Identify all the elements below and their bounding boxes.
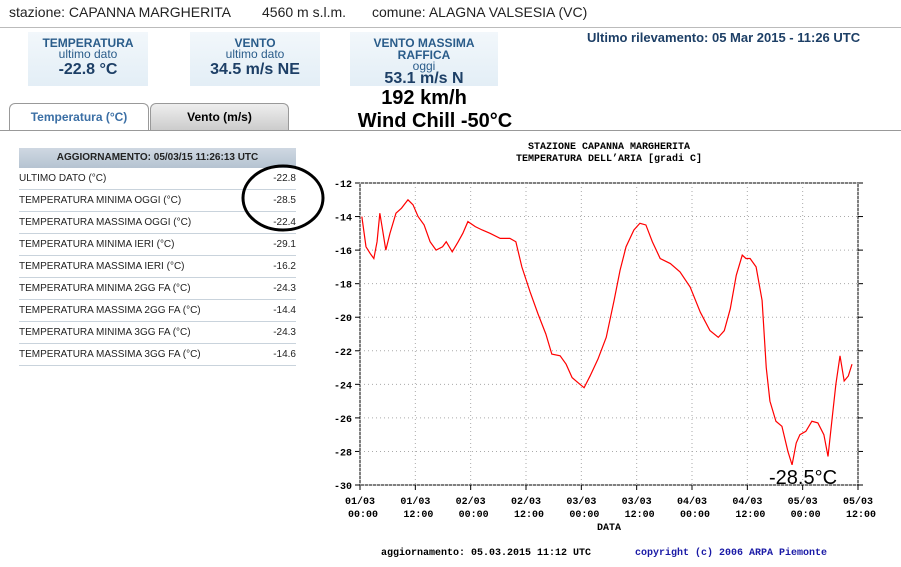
row-value: -14.6 [273, 349, 296, 360]
row-label: TEMPERATURA MASSIMA 2GG FA (°C) [19, 305, 201, 316]
card-title: TEMPERATURA [42, 36, 134, 50]
annotation: -28.5°C [768, 467, 838, 489]
municipality: comune: ALAGNA VALSESIA (VC) [372, 4, 588, 20]
chart: STAZIONE CAPANNA MARGHERITA TEMPERATURA … [334, 142, 876, 559]
y-tick-label: -18 [334, 281, 352, 292]
x-tick-label: 03/03 12:00 [619, 496, 655, 521]
row-label: TEMPERATURA MINIMA 3GG FA (°C) [19, 327, 191, 338]
table-row: TEMPERATURA MINIMA 2GG FA (°C) -24.3 [19, 278, 296, 300]
separator [0, 27, 901, 28]
chart-subtitle: TEMPERATURA DELL’ARIA [gradi C] [516, 153, 702, 165]
row-value: -24.3 [273, 283, 296, 294]
table-row: TEMPERATURA MINIMA 3GG FA (°C) -24.3 [19, 322, 296, 344]
x-tick-label: 01/03 00:00 [342, 496, 378, 521]
x-tick-label: 01/03 12:00 [397, 496, 433, 521]
row-label: TEMPERATURA MINIMA IERI (°C) [19, 239, 175, 250]
plot-area [359, 182, 859, 486]
row-value: -22.4 [273, 217, 296, 228]
y-tick-label: -16 [334, 247, 352, 258]
y-tick-label: -14 [334, 214, 352, 225]
card-title: VENTO MASSIMA RAFFICA [373, 36, 475, 62]
row-value: -22.8 [273, 173, 296, 184]
row-value: -14.4 [273, 305, 296, 316]
row-label: TEMPERATURA MASSIMA 3GG FA (°C) [19, 349, 201, 360]
card-value: -22.8 °C [58, 61, 118, 78]
y-tick-label: -28 [334, 448, 352, 459]
card-value: 34.5 m/s NE [210, 61, 300, 78]
x-tick-label: 03/03 00:00 [563, 496, 599, 521]
x-axis-label: DATA [597, 523, 621, 534]
highlight-circle [241, 164, 325, 232]
x-tick-label: 02/03 00:00 [453, 496, 489, 521]
tab[interactable]: Vento (m/s) [150, 103, 289, 130]
y-tick-label: -26 [334, 415, 352, 426]
x-tick-label: 05/03 12:00 [840, 496, 876, 521]
x-tick-label: 04/03 00:00 [674, 496, 710, 521]
altitude: 4560 m s.l.m. [262, 4, 347, 20]
annotation: 192 km/h [381, 87, 467, 109]
table-row: ULTIMO DATO (°C) -22.8 [19, 168, 296, 190]
x-tick-label: 04/03 12:00 [729, 496, 765, 521]
card-subtitle: oggi [412, 59, 436, 73]
y-tick-label: -20 [334, 314, 352, 325]
tab-active[interactable]: Temperatura (°C) [9, 103, 149, 130]
x-tick-label: 02/03 12:00 [508, 496, 544, 521]
row-value: -24.3 [273, 327, 296, 338]
table-row: TEMPERATURA MINIMA OGGI (°C) -28.5 [19, 190, 296, 212]
table-row: TEMPERATURA MINIMA IERI (°C) -29.1 [19, 234, 296, 256]
table-row: TEMPERATURA MASSIMA OGGI (°C) -22.4 [19, 212, 296, 234]
row-label: TEMPERATURA MINIMA 2GG FA (°C) [19, 283, 191, 294]
y-tick-label: -30 [334, 482, 352, 493]
card-subtitle: ultimo dato [58, 47, 118, 61]
row-value: -28.5 [273, 195, 296, 206]
annotation: Wind Chill -50°C [357, 110, 513, 132]
series-line [361, 198, 853, 466]
row-label: TEMPERATURA MASSIMA OGGI (°C) [19, 217, 192, 228]
table-row: TEMPERATURA MASSIMA IERI (°C) -16.2 [19, 256, 296, 278]
table-row: TEMPERATURA MASSIMA 2GG FA (°C) -14.4 [19, 300, 296, 322]
y-tick-label: -24 [334, 381, 352, 392]
x-tick-label: 05/03 00:00 [785, 496, 821, 521]
row-label: ULTIMO DATO (°C) [19, 173, 107, 184]
copyright: copyright (c) 2006 ARPA Piemonte [635, 547, 827, 559]
card-value: 53.1 m/s N [384, 70, 464, 87]
row-label: TEMPERATURA MASSIMA IERI (°C) [19, 261, 185, 272]
card: VENTO ultimo dato 34.5 m/s NE [190, 32, 320, 86]
card-subtitle: ultimo dato [225, 47, 285, 61]
card: VENTO MASSIMA RAFFICA oggi 53.1 m/s N [350, 32, 498, 87]
y-tick-label: -22 [334, 348, 352, 359]
last-reading: Ultimo rilevamento: 05 Mar 2015 - 11:26 … [587, 30, 861, 45]
card-title: VENTO [234, 36, 276, 50]
tab-line [0, 130, 901, 131]
row-label: TEMPERATURA MINIMA OGGI (°C) [19, 195, 182, 206]
chart-title: STAZIONE CAPANNA MARGHERITA [528, 142, 690, 153]
table-row: TEMPERATURA MASSIMA 3GG FA (°C) -14.6 [19, 344, 296, 366]
update-note: aggiornamento: 05.03.2015 11:12 UTC [381, 547, 591, 559]
row-value: -16.2 [273, 261, 296, 272]
station: stazione: CAPANNA MARGHERITA [9, 4, 231, 20]
card: TEMPERATURA ultimo dato -22.8 °C [28, 32, 148, 86]
row-value: -29.1 [273, 239, 296, 250]
table-header: AGGIORNAMENTO: 05/03/15 11:26:13 UTC [19, 148, 296, 168]
y-tick-label: -12 [334, 180, 352, 191]
